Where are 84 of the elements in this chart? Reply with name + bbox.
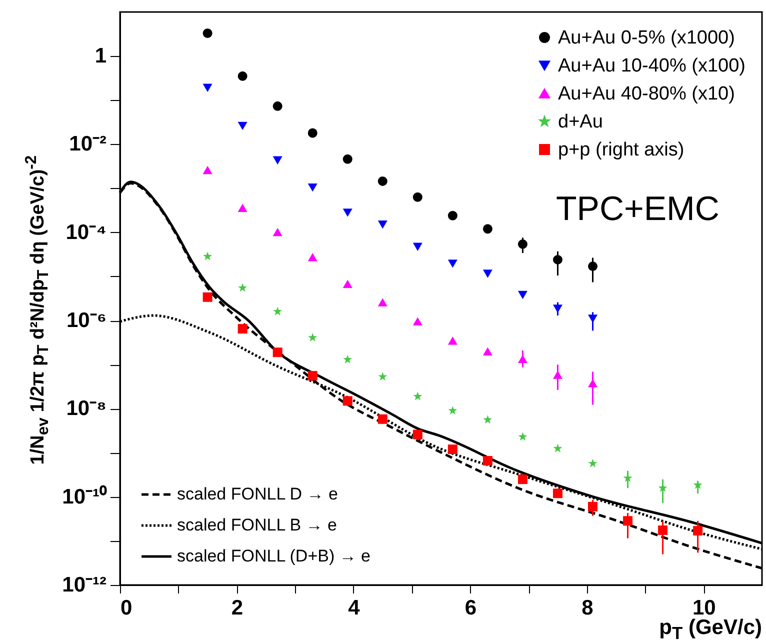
point xyxy=(518,239,528,249)
point xyxy=(308,332,318,342)
legend-label: Au+Au 10-40% (x100) xyxy=(558,56,746,76)
point xyxy=(342,396,352,406)
point xyxy=(308,252,318,262)
point xyxy=(378,176,388,186)
point xyxy=(482,456,492,466)
point xyxy=(448,336,458,345)
point xyxy=(482,224,492,234)
y-tick-label: 10⁻² xyxy=(69,132,106,156)
point xyxy=(448,406,458,415)
point xyxy=(272,101,282,111)
point xyxy=(623,516,633,526)
point xyxy=(518,354,528,363)
point xyxy=(588,458,598,468)
point xyxy=(238,283,248,292)
point xyxy=(308,128,318,138)
legend-label: Au+Au 0-5% (x1000) xyxy=(558,28,735,48)
point xyxy=(412,192,422,202)
point xyxy=(343,354,352,364)
x-tick-label: 6 xyxy=(464,596,477,620)
point xyxy=(552,304,562,313)
legend-label: scaled FONLL D → e xyxy=(177,484,338,504)
point xyxy=(272,348,282,358)
legend-label: scaled FONLL (D+B) → e xyxy=(177,546,371,566)
point xyxy=(203,252,212,260)
point xyxy=(342,280,352,288)
point xyxy=(483,415,492,424)
y-tick-label: 10⁻¹⁰ xyxy=(62,484,108,508)
x-tick-label: 4 xyxy=(348,596,360,620)
point xyxy=(412,317,422,326)
y-tick-label: 1 xyxy=(94,44,107,68)
point xyxy=(378,220,388,229)
x-tick-label: 0 xyxy=(120,596,132,620)
point xyxy=(552,254,562,264)
point xyxy=(378,414,388,424)
x-tick-label: 2 xyxy=(231,596,244,620)
x-tick-label: 8 xyxy=(582,596,594,620)
point xyxy=(272,156,282,164)
point xyxy=(448,260,458,268)
point xyxy=(202,28,212,38)
y-tick-label: 10⁻⁶ xyxy=(66,309,106,332)
point xyxy=(238,122,248,130)
point xyxy=(378,372,388,381)
legend-label: scaled FONLL B → e xyxy=(177,516,337,534)
point xyxy=(552,370,562,379)
point xyxy=(588,379,598,388)
point xyxy=(308,183,318,192)
point xyxy=(412,430,422,440)
legend-label: d+Au xyxy=(558,112,603,132)
point xyxy=(448,444,458,454)
point xyxy=(202,166,212,174)
point xyxy=(238,71,248,81)
point xyxy=(693,526,703,536)
point xyxy=(308,370,318,380)
point xyxy=(553,444,562,452)
point xyxy=(412,242,422,251)
point xyxy=(238,324,248,334)
point xyxy=(588,262,598,272)
legend-label: Au+Au 40-80% (x10) xyxy=(558,84,735,104)
point xyxy=(413,392,422,400)
y-tick-label: 10⁻⁸ xyxy=(66,397,106,420)
y-tick-label: 10⁻¹² xyxy=(62,574,106,596)
point xyxy=(482,270,492,278)
annotation: TPC+EMC xyxy=(556,190,720,229)
point xyxy=(448,210,458,220)
point xyxy=(693,480,702,489)
point xyxy=(588,502,598,512)
y-tick-label: 10⁻⁴ xyxy=(66,220,106,244)
point xyxy=(238,204,248,212)
point xyxy=(342,208,352,217)
point xyxy=(273,306,282,316)
point xyxy=(342,154,352,164)
point xyxy=(272,228,282,236)
point xyxy=(482,347,492,356)
point xyxy=(552,488,562,498)
point xyxy=(518,432,528,441)
point xyxy=(518,474,528,484)
point xyxy=(202,292,212,302)
legend-label: p+p (right axis) xyxy=(558,140,684,160)
point xyxy=(658,525,668,535)
point xyxy=(378,298,388,306)
point xyxy=(202,84,212,92)
point xyxy=(518,290,528,300)
